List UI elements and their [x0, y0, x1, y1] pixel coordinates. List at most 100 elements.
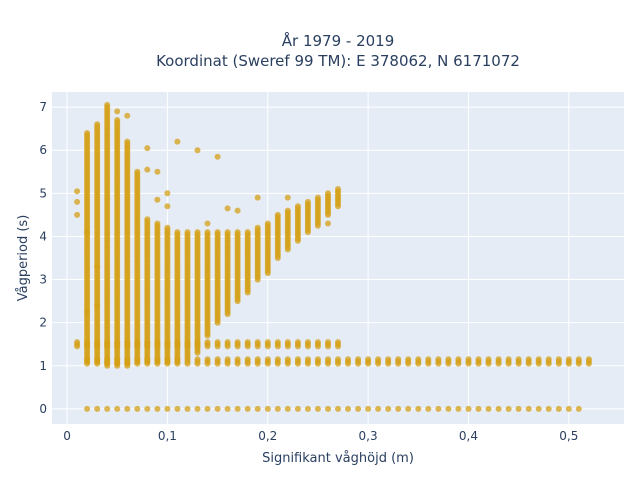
data-point[interactable]: [314, 356, 321, 363]
data-point[interactable]: [214, 229, 221, 236]
data-point[interactable]: [304, 356, 311, 363]
data-point[interactable]: [74, 339, 81, 346]
data-point[interactable]: [294, 203, 301, 210]
data-point[interactable]: [214, 356, 221, 363]
data-point[interactable]: [485, 405, 492, 412]
data-point[interactable]: [244, 229, 251, 236]
data-point[interactable]: [84, 130, 91, 136]
data-point[interactable]: [575, 356, 582, 363]
data-point[interactable]: [365, 356, 372, 363]
data-point[interactable]: [254, 224, 261, 231]
data-point[interactable]: [294, 339, 301, 346]
data-point[interactable]: [264, 405, 271, 412]
data-point[interactable]: [465, 356, 472, 363]
data-point[interactable]: [325, 405, 331, 412]
data-point[interactable]: [435, 405, 442, 412]
data-point[interactable]: [314, 194, 321, 201]
data-point[interactable]: [565, 356, 572, 363]
data-point[interactable]: [254, 356, 261, 363]
data-point[interactable]: [385, 405, 392, 412]
data-point[interactable]: [365, 405, 372, 412]
data-point[interactable]: [154, 168, 161, 175]
data-point[interactable]: [114, 108, 121, 115]
data-point[interactable]: [224, 339, 231, 346]
data-point[interactable]: [415, 356, 422, 363]
data-point[interactable]: [515, 405, 522, 412]
data-point[interactable]: [144, 405, 151, 412]
data-point[interactable]: [505, 356, 512, 363]
data-point[interactable]: [164, 224, 171, 231]
data-point[interactable]: [304, 198, 311, 205]
data-point[interactable]: [234, 405, 241, 412]
data-point[interactable]: [495, 356, 502, 363]
data-point[interactable]: [445, 356, 452, 363]
data-point[interactable]: [234, 207, 241, 214]
data-point[interactable]: [214, 405, 221, 412]
data-point[interactable]: [385, 356, 392, 363]
data-point[interactable]: [114, 117, 121, 123]
data-point[interactable]: [264, 270, 271, 277]
data-point[interactable]: [94, 263, 101, 270]
data-point[interactable]: [114, 405, 121, 412]
data-point[interactable]: [405, 405, 412, 412]
data-point[interactable]: [224, 405, 231, 412]
data-point[interactable]: [264, 356, 271, 363]
data-point[interactable]: [74, 188, 81, 195]
data-point[interactable]: [274, 405, 281, 412]
data-point[interactable]: [274, 211, 281, 218]
data-point[interactable]: [325, 220, 331, 227]
data-point[interactable]: [535, 356, 542, 363]
data-point[interactable]: [194, 147, 201, 154]
data-point[interactable]: [154, 220, 161, 227]
data-point[interactable]: [134, 405, 141, 412]
data-point[interactable]: [335, 405, 341, 412]
data-point[interactable]: [355, 356, 362, 363]
data-point[interactable]: [94, 405, 101, 412]
data-point[interactable]: [435, 356, 442, 363]
data-point[interactable]: [254, 405, 261, 412]
data-point[interactable]: [525, 356, 532, 363]
data-point[interactable]: [395, 356, 402, 363]
data-point[interactable]: [284, 207, 291, 214]
data-point[interactable]: [325, 190, 331, 197]
data-point[interactable]: [174, 405, 181, 412]
data-point[interactable]: [425, 405, 432, 412]
data-point[interactable]: [455, 405, 462, 412]
data-point[interactable]: [304, 339, 311, 346]
data-point[interactable]: [184, 229, 191, 236]
data-point[interactable]: [224, 229, 231, 236]
data-point[interactable]: [535, 405, 542, 412]
data-point[interactable]: [274, 356, 281, 363]
data-point[interactable]: [355, 405, 362, 412]
data-point[interactable]: [204, 339, 211, 346]
data-point[interactable]: [294, 356, 301, 363]
data-point[interactable]: [254, 339, 261, 346]
data-point[interactable]: [314, 339, 321, 346]
data-point[interactable]: [475, 356, 482, 363]
data-point[interactable]: [445, 405, 452, 412]
data-point[interactable]: [104, 405, 111, 412]
data-point[interactable]: [335, 186, 341, 192]
data-point[interactable]: [284, 194, 291, 201]
data-point[interactable]: [84, 229, 91, 236]
data-point[interactable]: [134, 168, 141, 175]
data-point[interactable]: [264, 220, 271, 227]
data-point[interactable]: [174, 229, 181, 236]
data-point[interactable]: [204, 229, 211, 236]
data-point[interactable]: [74, 211, 81, 218]
data-point[interactable]: [335, 356, 341, 363]
data-point[interactable]: [545, 405, 552, 412]
data-point[interactable]: [164, 190, 171, 197]
data-point[interactable]: [184, 405, 191, 412]
data-point[interactable]: [124, 112, 131, 119]
data-point[interactable]: [545, 356, 552, 363]
data-point[interactable]: [144, 166, 151, 173]
data-point[interactable]: [515, 356, 522, 363]
data-point[interactable]: [244, 356, 251, 363]
data-point[interactable]: [325, 339, 331, 346]
data-point[interactable]: [284, 339, 291, 346]
data-point[interactable]: [555, 405, 562, 412]
data-point[interactable]: [565, 405, 572, 412]
data-point[interactable]: [425, 356, 432, 363]
data-point[interactable]: [164, 405, 171, 412]
